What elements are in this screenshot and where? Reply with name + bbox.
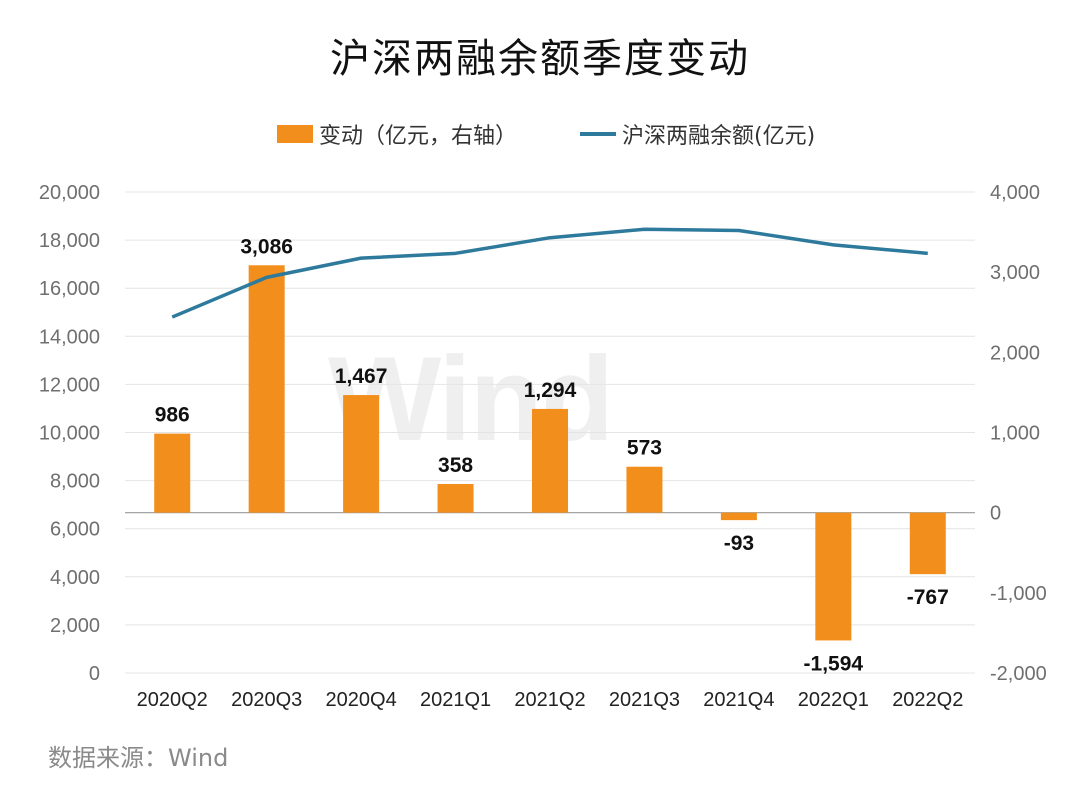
bar xyxy=(626,466,663,513)
left-axis-tick-label: 20,000 xyxy=(39,182,100,204)
bar-value-label: -767 xyxy=(907,586,949,609)
bar xyxy=(343,395,380,513)
source-note: 数据来源：Wind xyxy=(48,744,229,772)
left-axis-tick-label: 4,000 xyxy=(50,567,100,589)
left-axis-tick-label: 8,000 xyxy=(50,471,100,493)
left-axis-tick-label: 6,000 xyxy=(50,519,100,541)
x-axis-tick-label: 2022Q2 xyxy=(892,689,963,711)
x-axis-tick-label: 2020Q3 xyxy=(231,689,302,711)
bar xyxy=(437,483,474,513)
bar xyxy=(720,512,757,521)
right-axis-tick-label: 4,000 xyxy=(990,182,1040,204)
x-axis-tick-label: 2020Q4 xyxy=(326,689,397,711)
bar-value-label: 573 xyxy=(627,437,662,460)
legend-swatch-bar xyxy=(277,125,313,143)
x-axis-tick-label: 2022Q1 xyxy=(798,689,869,711)
chart-title: 沪深两融余额季度变动 xyxy=(330,36,750,82)
bar-value-label: -1,594 xyxy=(804,652,864,675)
right-axis-tick-label: 0 xyxy=(990,503,1001,525)
bar xyxy=(154,433,191,513)
bar xyxy=(815,512,852,641)
right-axis-tick-label: 2,000 xyxy=(990,342,1040,364)
legend-item-change: 变动（亿元，右轴） xyxy=(277,118,517,150)
left-axis-tick-label: 16,000 xyxy=(39,278,100,300)
bar-value-label: 986 xyxy=(155,404,190,427)
legend-label-balance: 沪深两融余额(亿元) xyxy=(622,124,816,149)
bar xyxy=(532,408,568,513)
left-axis-tick-label: 0 xyxy=(89,663,100,685)
right-axis-tick-label: -2,000 xyxy=(990,663,1047,685)
right-axis-tick-label: 3,000 xyxy=(990,262,1040,284)
right-axis-tick-label: 1,000 xyxy=(990,423,1040,445)
x-axis-tick-label: 2021Q2 xyxy=(514,689,585,711)
bar-value-label: 1,467 xyxy=(335,365,388,388)
bar-value-label: 3,086 xyxy=(240,235,293,258)
legend-item-balance: 沪深两融余额(亿元) xyxy=(580,118,815,150)
x-axis-tick-label: 2020Q2 xyxy=(137,689,208,711)
x-axis-tick-label: 2021Q3 xyxy=(609,689,680,711)
bar-value-label: 358 xyxy=(438,454,473,477)
balance-line xyxy=(171,227,928,319)
legend-label-change: 变动（亿元，右轴） xyxy=(319,124,518,149)
legend: 变动（亿元，右轴） 沪深两融余额(亿元) xyxy=(0,118,1080,152)
left-axis-tick-label: 12,000 xyxy=(39,374,100,396)
bar xyxy=(909,512,946,575)
legend-swatch-line xyxy=(580,132,616,136)
x-axis-tick-label: 2021Q1 xyxy=(420,689,491,711)
left-axis-tick-label: 10,000 xyxy=(39,423,100,445)
bar-value-label: 1,294 xyxy=(524,379,577,402)
bar-value-label: -93 xyxy=(724,532,754,555)
left-axis-tick-label: 14,000 xyxy=(39,326,100,348)
left-axis-tick-label: 2,000 xyxy=(50,615,100,637)
bar xyxy=(248,265,285,513)
left-axis-tick-label: 18,000 xyxy=(39,230,100,252)
right-axis-tick-label: -1,000 xyxy=(990,583,1047,605)
x-axis-tick-label: 2021Q4 xyxy=(703,689,774,711)
